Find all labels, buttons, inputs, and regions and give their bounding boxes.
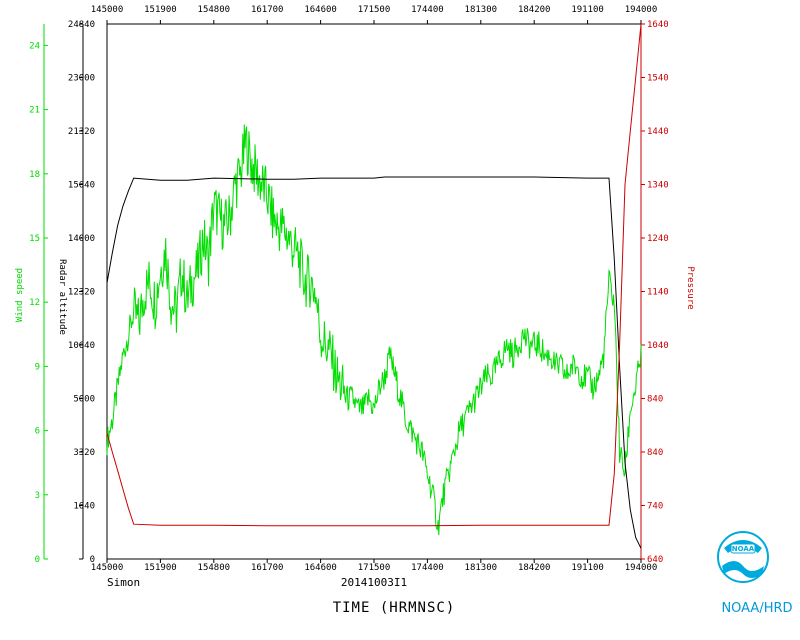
pressure-tick-label: 1440 [647,127,669,137]
pressure-tick-label: 1240 [647,234,669,244]
x-tick-label-bottom: 184200 [518,563,551,573]
altitude-tick-label: 12320 [68,288,95,298]
altitude-ticks: 0 1640 3320 5000 10640 12320 14000 15640 21320 23… [68,20,95,565]
x-tick-label-bottom: 181300 [465,563,498,573]
wind-tick-label: 24 [29,41,40,51]
x-tick-label-bottom: 154800 [198,563,231,573]
altitude-tick-label: 14000 [68,234,95,244]
altitude-tick-label: 21320 [68,127,95,137]
pressure-tick-label: 840 [647,395,663,405]
pressure-tick-label: 1140 [647,288,669,298]
pressure-tick-label: 1340 [647,181,669,191]
pressure-tick-label: 1640 [647,20,669,30]
flight-id: 20141003I1 [341,576,407,589]
x-tick-label-bottom: 151900 [144,563,177,573]
wind-tick-label: 12 [29,298,40,308]
noaa-logo: NOAA [717,531,769,583]
wind-tick-label: 3 [35,491,40,501]
wind-ticks: 0 3 6 9 12 15 18 21 24 [29,41,48,565]
pressure-axis-title: Pressure [685,266,695,309]
x-tick-label-bottom: 174400 [411,563,444,573]
series-line-pressure [106,23,642,527]
altitude-tick-label: 5000 [73,395,95,405]
x-tick-label-bottom: 191100 [571,563,604,573]
x-tick-label-top: 194000 [625,5,658,15]
altitude-axis-title: Radar altitude [57,259,67,335]
x-ticks-bottom: 145000 151900 154800 161700 164600 171500 1744… [91,559,658,573]
svg-text:NOAA: NOAA [732,545,755,553]
x-tick-label-top: 191100 [571,5,604,15]
altitude-tick-label: 0 [90,555,95,565]
x-tick-label-top: 181300 [465,5,498,15]
x-tick-label-top: 184200 [518,5,551,15]
x-ticks-top: 145000 151900 154800 161700 164600 171500 1744… [91,5,658,24]
wind-tick-label: 6 [35,427,40,437]
wind-tick-label: 21 [29,106,40,116]
wind-tick-label: 18 [29,170,40,180]
pressure-tick-label: 1540 [647,74,669,84]
x-tick-label-bottom: 161700 [251,563,284,573]
x-tick-label-top: 171500 [358,5,391,15]
wind-tick-label: 0 [35,555,40,565]
wind-axis-title: Wind speed [15,268,25,322]
pressure-tick-label: 640 [647,555,663,565]
altitude-tick-label: 10640 [68,341,95,351]
pressure-tick-label: 1040 [647,341,669,351]
x-tick-label-bottom: 194000 [625,563,658,573]
x-tick-label-top: 174400 [411,5,444,15]
altitude-tick-label: 23000 [68,74,95,84]
wind-tick-label: 9 [35,362,40,372]
x-tick-label-top: 154800 [198,5,231,15]
x-tick-label-top: 164600 [304,5,337,15]
wind-tick-label: 15 [29,234,40,244]
x-tick-label-bottom: 171500 [358,563,391,573]
x-axis-title: TIME (HRMNSC) [333,600,456,616]
x-tick-label-bottom: 164600 [304,563,337,573]
x-tick-label-bottom: 145000 [91,563,124,573]
altitude-tick-label: 1640 [73,502,95,512]
agency-label: NOAA/HRD [721,601,792,616]
series-line-wind-speed [106,124,642,536]
altitude-tick-label: 15640 [68,181,95,191]
pressure-tick-label: 740 [647,502,663,512]
x-tick-label-top: 145000 [91,5,124,15]
series-line-radar-altitude [106,176,642,549]
x-tick-label-top: 151900 [144,5,177,15]
x-tick-label-top: 161700 [251,5,284,15]
altitude-tick-label: 24840 [68,20,95,30]
storm-name: Simon [107,576,140,589]
altitude-tick-label: 3320 [73,448,95,458]
pressure-ticks: 640 740 840 840 1040 1140 1240 1340 1440 1540 1640 [641,20,669,565]
pressure-tick-label: 840 [647,448,663,458]
series-group [106,23,642,549]
